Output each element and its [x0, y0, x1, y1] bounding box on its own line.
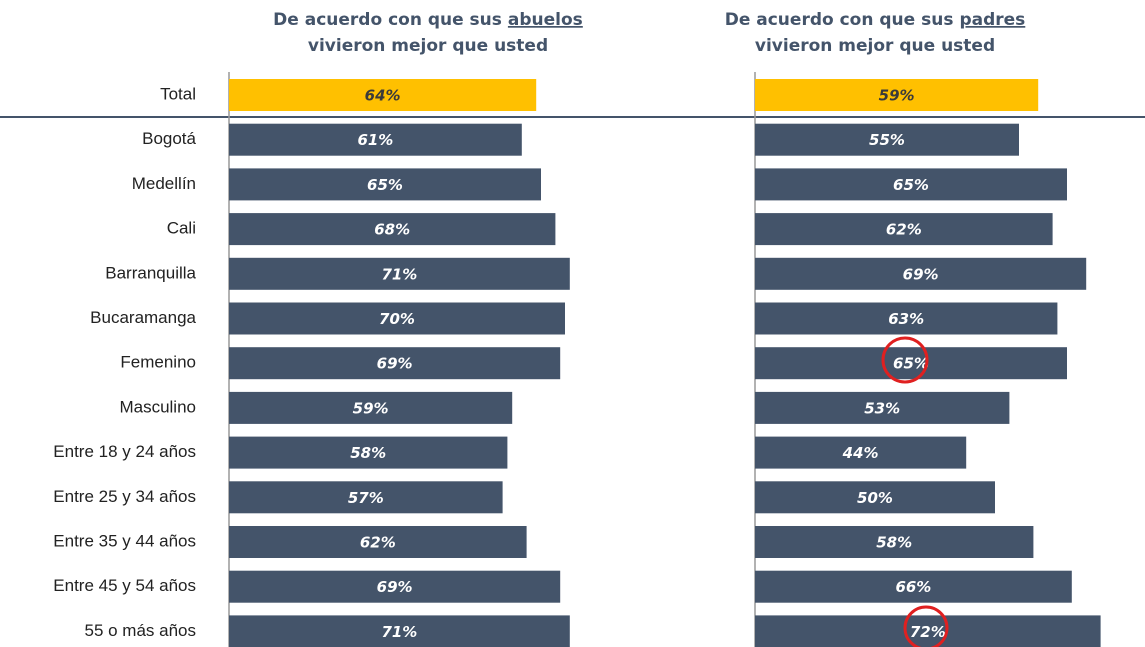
value-label: 55% — [869, 131, 905, 149]
category-label: Total — [160, 84, 196, 103]
value-label: 69% — [377, 578, 413, 596]
value-label: 69% — [377, 355, 413, 373]
value-label: 59% — [353, 399, 389, 417]
value-label: 71% — [381, 623, 417, 641]
bar — [229, 526, 527, 558]
bar — [229, 436, 508, 469]
title-text: De acuerdo con que sus — [725, 10, 954, 30]
category-label: Masculino — [119, 397, 196, 416]
value-label: 65% — [367, 176, 403, 194]
chart-title: vivieron mejor que usted — [755, 36, 995, 56]
bar — [755, 615, 1101, 647]
value-label: 61% — [357, 131, 393, 149]
bars: Total Bogotá Medellín Cali Barranquilla Bucar… — [53, 10, 1101, 647]
value-label: 64% — [365, 87, 401, 105]
title-text: De acuerdo con que sus — [273, 10, 502, 30]
bar — [755, 123, 1019, 156]
bar — [755, 481, 995, 514]
bar — [229, 168, 541, 201]
bar — [755, 347, 1067, 380]
value-label: 50% — [857, 489, 893, 507]
category-label: Bucaramanga — [90, 308, 196, 327]
bar — [229, 391, 513, 424]
value-label: 72% — [910, 623, 946, 641]
category-label: Cali — [167, 219, 196, 238]
bar — [755, 302, 1058, 335]
value-label: 58% — [876, 534, 912, 552]
category-label: 55 o más años — [84, 621, 196, 640]
category-label: Entre 45 y 54 años — [53, 576, 196, 595]
bar — [229, 123, 522, 156]
value-label: 62% — [360, 534, 396, 552]
chart-title: De acuerdo con que sus abuelos — [273, 10, 583, 30]
bar — [755, 526, 1034, 558]
category-label: Femenino — [120, 353, 196, 372]
bar — [755, 570, 1072, 603]
bar — [229, 257, 570, 290]
category-label: Medellín — [132, 174, 196, 193]
bar — [229, 79, 537, 111]
bar — [755, 213, 1053, 246]
bar — [755, 391, 1010, 424]
value-label: 53% — [864, 399, 900, 417]
value-label: 44% — [842, 444, 879, 462]
value-label: 63% — [888, 310, 924, 328]
bar — [229, 615, 570, 647]
bar — [755, 79, 1039, 111]
value-label: 65% — [893, 176, 929, 194]
category-label: Entre 25 y 34 años — [53, 487, 196, 506]
bar — [229, 570, 561, 603]
value-label: 71% — [381, 265, 417, 283]
value-label: 68% — [374, 221, 410, 239]
value-label: 69% — [903, 265, 939, 283]
bar — [229, 481, 503, 514]
category-label: Bogotá — [142, 129, 196, 148]
bar — [229, 347, 561, 380]
category-label: Barranquilla — [105, 263, 196, 282]
value-label: 66% — [895, 578, 931, 596]
chart-title: vivieron mejor que usted — [308, 36, 548, 56]
bar — [229, 213, 556, 246]
value-label: 62% — [886, 221, 922, 239]
bar — [229, 302, 565, 335]
value-label: 70% — [379, 310, 415, 328]
bar — [755, 436, 967, 469]
highlight-circle — [903, 605, 949, 647]
bar — [755, 168, 1067, 201]
category-label: Entre 35 y 44 años — [53, 531, 196, 550]
value-label: 59% — [879, 87, 915, 105]
value-label: 65% — [893, 355, 929, 373]
title-underlined: abuelos — [508, 10, 583, 30]
chart-title: De acuerdo con que sus padres — [725, 10, 1026, 30]
bar — [755, 257, 1087, 290]
title-underlined: padres — [959, 10, 1025, 30]
value-label: 58% — [350, 444, 386, 462]
category-label: Entre 18 y 24 años — [53, 442, 196, 461]
highlight-circle — [881, 336, 929, 384]
value-label: 57% — [348, 489, 384, 507]
